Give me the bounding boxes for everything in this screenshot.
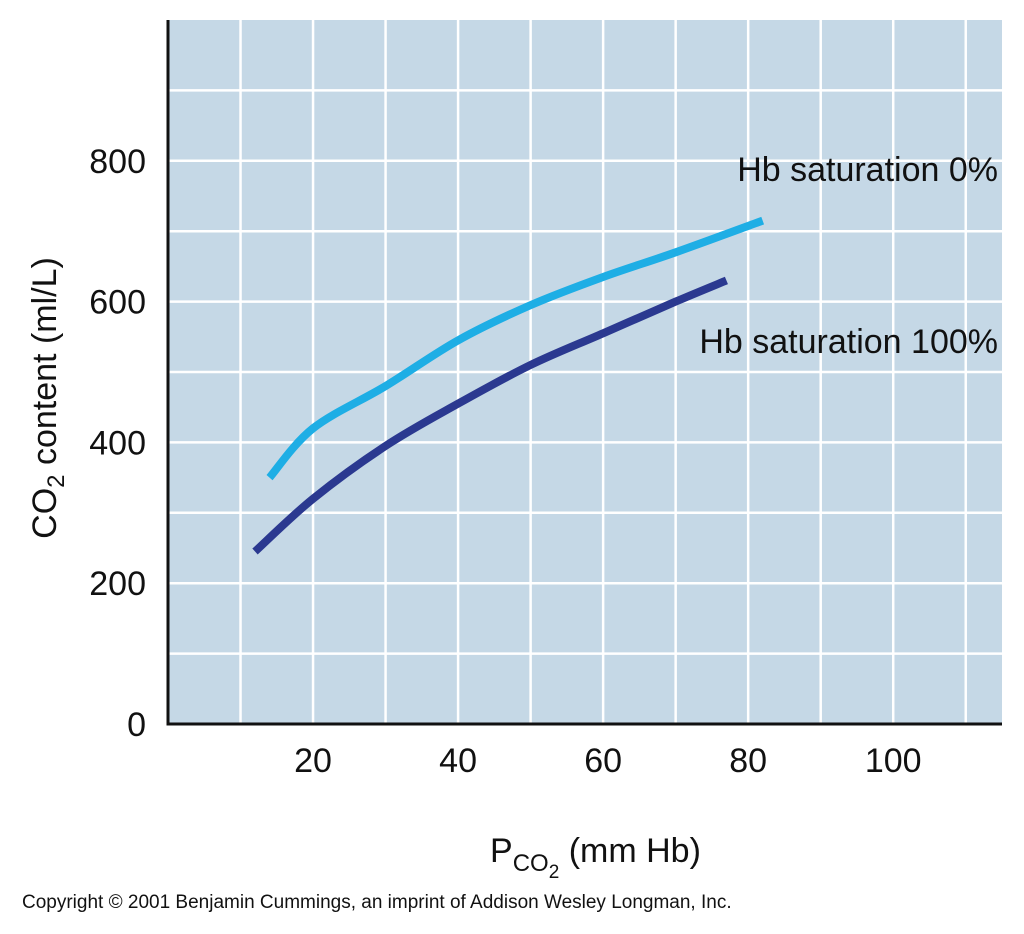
tick-labels: 20 40 60 80 100 0 200 400 600 800 [89,143,921,780]
series-line-1 [252,276,728,555]
series-lines [252,216,765,555]
x-axis-title-subsub: 2 [549,862,560,883]
x-tick-label: 20 [294,742,332,780]
grid-lines [168,20,1002,724]
y-axis-title-main: CO [26,488,64,539]
y-tick-label: 600 [89,284,146,322]
x-axis-title-main: P [490,832,513,870]
x-tick-label: 40 [439,742,477,780]
series-line-0 [266,216,765,481]
x-tick-label: 80 [729,742,767,780]
y-tick-label: 800 [89,143,146,181]
y-tick-label: 200 [89,565,146,603]
series-label-hb-0: Hb saturation 0% [737,151,998,189]
x-axis-title-rest: (mm Hb) [559,832,701,870]
x-axis-title-sub: CO [513,850,549,877]
x-axis-title: PCO2 (mm Hb) [490,832,701,883]
y-axis-title-rest: content (ml/L) [26,257,64,474]
y-tick-label: 0 [127,706,146,744]
x-tick-label: 60 [584,742,622,780]
y-axis-title-sub: 2 [43,474,70,487]
x-tick-label: 100 [865,742,922,780]
axes [166,20,1002,726]
y-axis-title: CO2 content (ml/L) [26,257,70,539]
copyright-notice: Copyright © 2001 Benjamin Cummings, an i… [22,892,732,913]
y-tick-label: 400 [89,424,146,462]
series-label-hb-100: Hb saturation 100% [699,323,998,361]
